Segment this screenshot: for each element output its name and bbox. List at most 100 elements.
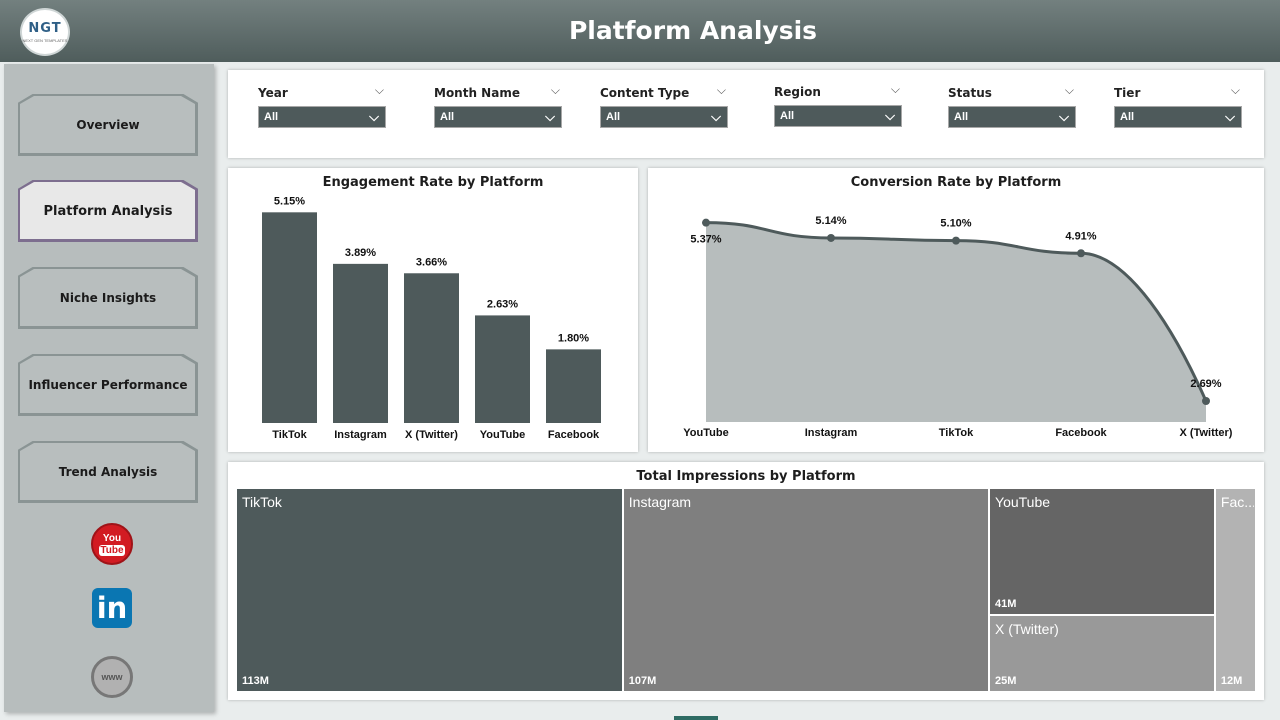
conversion-value-label: 5.10% <box>940 218 971 230</box>
youtube-icon[interactable]: You Tube <box>91 523 133 565</box>
treemap-cell-name: X (Twitter) <box>995 620 1059 637</box>
engagement-bar[interactable] <box>404 273 459 423</box>
header-bar: NGT NEXT GEN TEMPLATES Platform Analysis <box>0 0 1280 62</box>
chevron-down-icon: ⌵ <box>885 108 895 123</box>
nav-trend-analysis-button[interactable]: Trend Analysis <box>18 441 198 503</box>
chevron-down-icon: ⌵ <box>711 109 721 124</box>
chevron-down-icon: ⌵ <box>545 109 555 124</box>
treemap-cell-value: 107M <box>628 675 657 687</box>
chevron-down-icon: ⌵ <box>369 109 379 124</box>
chevron-down-icon[interactable]: ⌵ <box>716 83 726 97</box>
engagement-value-label: 3.66% <box>416 256 447 268</box>
nav-overview-button[interactable]: Overview <box>18 94 198 156</box>
conversion-point[interactable] <box>1077 249 1085 258</box>
dropdown-value: All <box>440 111 455 123</box>
dropdown-value: All <box>606 111 621 123</box>
status-slicer: Status ⌵ All ⌵ <box>948 82 1076 128</box>
page-tab-indicator[interactable] <box>674 716 718 720</box>
engagement-category-label: TikTok <box>272 429 307 441</box>
treemap-cell[interactable]: TikTok 113M <box>236 488 623 692</box>
nav-label: Niche Insights <box>59 291 157 305</box>
slicer-title: Content Type <box>600 86 690 100</box>
year-dropdown[interactable]: All ⌵ <box>258 106 386 128</box>
treemap-cell[interactable]: YouTube 41M <box>989 488 1215 615</box>
nav-platform-analysis-button[interactable]: Platform Analysis <box>18 180 198 242</box>
region-dropdown[interactable]: All ⌵ <box>774 105 902 127</box>
nav-label: Overview <box>76 118 140 132</box>
engagement-bar[interactable] <box>546 349 601 423</box>
content-type-dropdown[interactable]: All ⌵ <box>600 106 728 128</box>
treemap-cell-name: YouTube <box>995 494 1051 510</box>
nav-influencer-performance-button[interactable]: Influencer Performance <box>18 354 198 416</box>
conversion-category-label: Instagram <box>805 427 858 439</box>
status-dropdown[interactable]: All ⌵ <box>948 106 1076 128</box>
impressions-treemap: TikTok 113M Instagram 107M YouTube 41M X (Twit… <box>236 488 1256 692</box>
engagement-bar-chart: 5.15% TikTok 3.89% Instagram 3.66% X (Twitter… <box>262 195 601 441</box>
slicer-title: Tier <box>1114 86 1141 100</box>
chevron-down-icon[interactable]: ⌵ <box>374 83 384 97</box>
chevron-down-icon[interactable]: ⌵ <box>1064 83 1074 97</box>
nav-niche-insights-button[interactable]: Niche Insights <box>18 267 198 329</box>
tier-dropdown[interactable]: All ⌵ <box>1114 106 1242 128</box>
conversion-area-fill <box>706 222 1206 422</box>
conversion-category-label: Facebook <box>1055 427 1107 439</box>
conversion-value-label: 5.37% <box>690 234 721 246</box>
chevron-down-icon: ⌵ <box>1225 109 1235 124</box>
chevron-down-icon: ⌵ <box>1059 109 1069 124</box>
conversion-value-label: 5.14% <box>815 215 846 227</box>
month-name-dropdown[interactable]: All ⌵ <box>434 106 562 128</box>
conversion-point[interactable] <box>827 233 835 242</box>
conversion-category-label: TikTok <box>939 427 974 439</box>
conversion-point[interactable] <box>952 236 960 245</box>
nav-label: Platform Analysis <box>43 203 173 219</box>
treemap-cell-name: Fac... <box>1220 494 1254 510</box>
engagement-chart-title: Engagement Rate by Platform <box>322 175 544 190</box>
engagement-bar[interactable] <box>333 263 388 423</box>
engagement-value-label: 2.63% <box>487 298 518 310</box>
content-type-slicer: Content Type ⌵ All ⌵ <box>600 82 728 128</box>
www-globe-icon[interactable]: www <box>91 656 133 698</box>
tier-slicer: Tier ⌵ All ⌵ <box>1114 82 1242 128</box>
engagement-category-label: YouTube <box>480 429 525 441</box>
engagement-value-label: 3.89% <box>345 247 376 259</box>
treemap-cell-value: 41M <box>995 597 1017 610</box>
conversion-area-chart: 5.37% YouTube 5.14% Instagram 5.10% TikTok 4.9… <box>683 215 1233 439</box>
ngt-logo[interactable]: NGT NEXT GEN TEMPLATES <box>20 8 70 56</box>
engagement-category-label: X (Twitter) <box>405 429 458 441</box>
chevron-down-icon[interactable]: ⌵ <box>890 82 900 96</box>
conversion-category-label: YouTube <box>683 427 728 439</box>
month-name-slicer: Month Name ⌵ All ⌵ <box>434 82 562 128</box>
treemap-cell[interactable]: Instagram 107M <box>622 488 989 692</box>
page-title: Platform Analysis <box>568 16 818 45</box>
conversion-point[interactable] <box>1202 397 1210 406</box>
conversion-value-label: 4.91% <box>1065 230 1096 242</box>
engagement-category-label: Instagram <box>334 429 387 441</box>
chevron-down-icon[interactable]: ⌵ <box>550 83 560 97</box>
conversion-chart-panel: Conversion Rate by Platform 5.37% YouTube… <box>648 168 1264 452</box>
sidebar: Overview Platform Analysis Niche Insight… <box>4 64 214 712</box>
conversion-point[interactable] <box>702 218 710 227</box>
chevron-down-icon[interactable]: ⌵ <box>1230 83 1240 97</box>
treemap-cell[interactable]: Fac... 12M <box>1214 488 1256 692</box>
nav-label: Trend Analysis <box>58 465 158 479</box>
engagement-bar[interactable] <box>262 212 317 423</box>
youtube-icon-top-text: You <box>102 533 122 544</box>
engagement-value-label: 5.15% <box>274 195 305 207</box>
engagement-category-label: Facebook <box>548 429 600 441</box>
linkedin-icon[interactable]: in <box>92 588 132 628</box>
conversion-category-label: X (Twitter) <box>1180 427 1233 439</box>
region-slicer: Region ⌵ All ⌵ <box>774 81 902 127</box>
conversion-chart-title: Conversion Rate by Platform <box>850 175 1062 190</box>
impressions-chart-title: Total Impressions by Platform <box>636 469 856 484</box>
logo-subtext: NEXT GEN TEMPLATES <box>22 38 68 43</box>
treemap-cell[interactable]: X (Twitter) 25M <box>989 614 1215 692</box>
filter-panel: Year ⌵ All ⌵ Month Name ⌵ All ⌵ Content Ty… <box>228 70 1264 158</box>
treemap-cell-value: 25M <box>995 674 1017 687</box>
dropdown-value: All <box>264 111 279 123</box>
treemap-cell-name: TikTok <box>242 494 282 510</box>
impressions-treemap-panel: Total Impressions by Platform TikTok 113M… <box>228 462 1264 700</box>
engagement-bar[interactable] <box>475 315 530 423</box>
slicer-title: Status <box>948 86 992 100</box>
treemap-cell-value: 12M <box>1220 675 1243 687</box>
conversion-value-label: 2.69% <box>1190 378 1221 390</box>
